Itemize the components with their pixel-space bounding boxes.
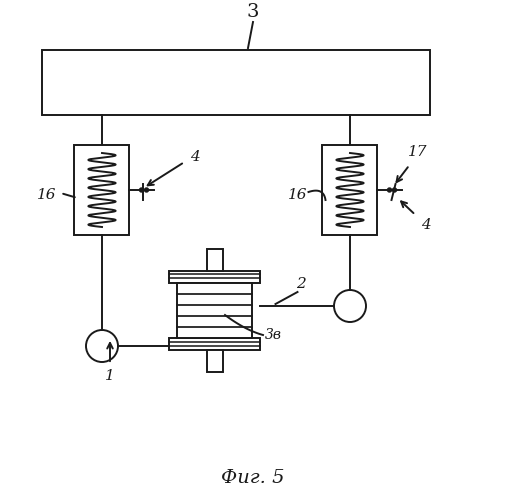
Text: 2: 2 bbox=[295, 277, 305, 291]
Text: 1: 1 bbox=[105, 369, 115, 383]
Text: 3в: 3в bbox=[265, 328, 281, 342]
Text: 17: 17 bbox=[407, 145, 426, 159]
Circle shape bbox=[139, 188, 143, 192]
Text: 4: 4 bbox=[420, 218, 430, 232]
Circle shape bbox=[392, 188, 396, 192]
Bar bbox=[207, 350, 223, 372]
Bar bbox=[177, 282, 252, 338]
Bar bbox=[169, 338, 260, 349]
Text: 16: 16 bbox=[287, 188, 307, 202]
Bar bbox=[74, 145, 129, 235]
Text: 16: 16 bbox=[37, 188, 56, 202]
Bar bbox=[169, 270, 260, 282]
Circle shape bbox=[144, 188, 148, 192]
Text: 3: 3 bbox=[246, 3, 259, 21]
Text: 4: 4 bbox=[189, 150, 199, 164]
Text: Фиг. 5: Фиг. 5 bbox=[221, 469, 284, 487]
Bar bbox=[42, 50, 429, 115]
Circle shape bbox=[387, 188, 391, 192]
Bar bbox=[207, 248, 223, 270]
Bar bbox=[322, 145, 377, 235]
